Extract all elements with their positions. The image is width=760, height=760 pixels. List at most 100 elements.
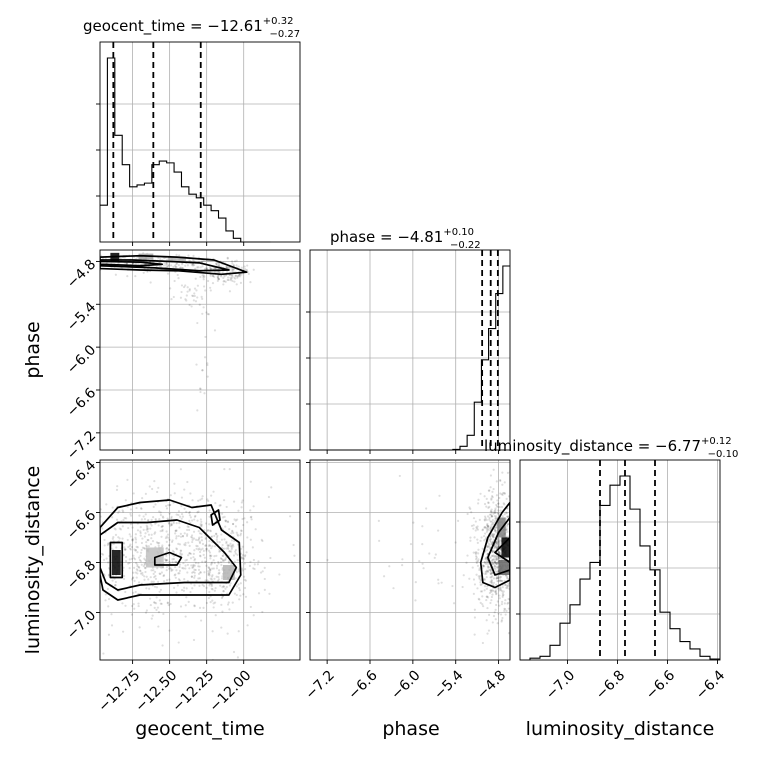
scatter-point bbox=[499, 576, 502, 579]
scatter-point bbox=[497, 550, 501, 554]
scatter-point bbox=[492, 501, 495, 504]
scatter-point bbox=[235, 264, 238, 267]
axes-frame bbox=[309, 459, 511, 661]
scatter-point bbox=[188, 552, 191, 555]
scatter-point bbox=[425, 507, 428, 510]
scatter-point bbox=[243, 265, 246, 268]
scatter-point bbox=[170, 515, 173, 518]
scatter-point bbox=[256, 563, 259, 566]
scatter-point bbox=[194, 267, 197, 270]
scatter-point bbox=[502, 593, 505, 597]
scatter-point bbox=[504, 574, 507, 577]
scatter-point bbox=[58, 587, 60, 589]
scatter-point bbox=[500, 493, 503, 496]
scatter-point bbox=[203, 560, 207, 563]
scatter-point bbox=[232, 531, 235, 535]
scatter-point bbox=[206, 362, 209, 365]
scatter-point bbox=[152, 580, 155, 583]
scatter-point bbox=[152, 572, 155, 575]
scatter-point bbox=[484, 525, 487, 529]
scatter-point bbox=[240, 529, 243, 533]
scatter-point bbox=[495, 558, 498, 561]
scatter-point bbox=[139, 551, 143, 554]
scatter-point bbox=[132, 571, 135, 574]
scatter-point bbox=[496, 511, 500, 515]
scatter-point bbox=[101, 553, 105, 556]
scatter-point bbox=[130, 613, 134, 616]
xlabel-geocent-time: geocent_time bbox=[135, 718, 264, 740]
scatter-point bbox=[497, 544, 500, 548]
scatter-point bbox=[128, 533, 131, 536]
scatter-point bbox=[494, 516, 498, 520]
scatter-point bbox=[497, 502, 500, 505]
scatter-point bbox=[485, 518, 488, 522]
scatter-point bbox=[180, 290, 183, 294]
scatter-point bbox=[211, 274, 214, 278]
scatter-point bbox=[401, 564, 404, 567]
scatter-point bbox=[192, 570, 195, 573]
scatter-point bbox=[493, 562, 496, 565]
scatter-point bbox=[506, 602, 509, 605]
scatter-point bbox=[169, 524, 172, 527]
scatter-point bbox=[493, 565, 496, 568]
scatter-point bbox=[503, 492, 506, 495]
scatter-point bbox=[497, 505, 500, 509]
scatter-point bbox=[213, 577, 216, 580]
scatter-point bbox=[497, 509, 500, 512]
scatter-point bbox=[94, 551, 96, 553]
scatter-point bbox=[182, 562, 185, 565]
scatter-point bbox=[240, 547, 243, 550]
scatter-point bbox=[490, 576, 493, 579]
scatter-point bbox=[153, 576, 156, 579]
scatter-point bbox=[483, 519, 486, 522]
scatter-point bbox=[184, 541, 187, 545]
scatter-point bbox=[490, 599, 493, 602]
scatter-point bbox=[497, 576, 500, 579]
scatter-point bbox=[497, 557, 501, 560]
scatter-point bbox=[208, 574, 211, 577]
tick-label-y: −6.8 bbox=[64, 557, 99, 592]
panel-luminosity-distance-hist: −7.0 −6.8 −6.6 −6.4 bbox=[516, 459, 728, 703]
scatter-point bbox=[514, 561, 516, 563]
scatter-point bbox=[492, 468, 495, 471]
scatter-point bbox=[180, 284, 184, 287]
scatter-point bbox=[511, 566, 513, 568]
scatter-point bbox=[133, 566, 136, 569]
scatter-point bbox=[254, 528, 257, 531]
scatter-point bbox=[76, 551, 78, 553]
scatter-point bbox=[222, 590, 225, 593]
scatter-point bbox=[278, 573, 281, 576]
scatter-point bbox=[198, 606, 202, 609]
scatter-point bbox=[499, 586, 502, 589]
scatter-point bbox=[479, 583, 482, 586]
scatter-point bbox=[131, 604, 134, 608]
scatter-point bbox=[132, 538, 135, 541]
scatter-point bbox=[188, 552, 191, 555]
scatter-point bbox=[498, 541, 501, 544]
scatter-point bbox=[198, 554, 202, 557]
panel-luminosity-distance-vs-geocent-time: −7.0−6.8−6.6−6.4−12.75−12.50−12.25−12.00 bbox=[58, 457, 301, 715]
scatter-point bbox=[200, 497, 204, 500]
scatter-point bbox=[483, 565, 486, 568]
scatter-point bbox=[289, 515, 292, 518]
scatter-point bbox=[213, 534, 216, 538]
scatter-point bbox=[501, 483, 504, 486]
scatter-point bbox=[490, 498, 493, 501]
scatter-point bbox=[178, 526, 181, 529]
scatter-point bbox=[194, 300, 198, 303]
scatter-point bbox=[230, 267, 233, 270]
scatter-point bbox=[104, 599, 107, 602]
scatter-point bbox=[194, 561, 197, 564]
scatter-point bbox=[494, 566, 497, 569]
scatter-point bbox=[131, 577, 135, 580]
scatter-point bbox=[204, 544, 207, 547]
scatter-point bbox=[128, 547, 132, 550]
tick-label-x: −6.8 bbox=[593, 667, 628, 702]
scatter-point bbox=[174, 529, 177, 532]
scatter-point bbox=[490, 497, 493, 500]
scatter-point bbox=[484, 562, 487, 565]
scatter-point bbox=[495, 505, 499, 508]
scatter-point bbox=[160, 602, 163, 605]
scatter-point bbox=[202, 285, 206, 288]
scatter-point bbox=[103, 538, 106, 542]
